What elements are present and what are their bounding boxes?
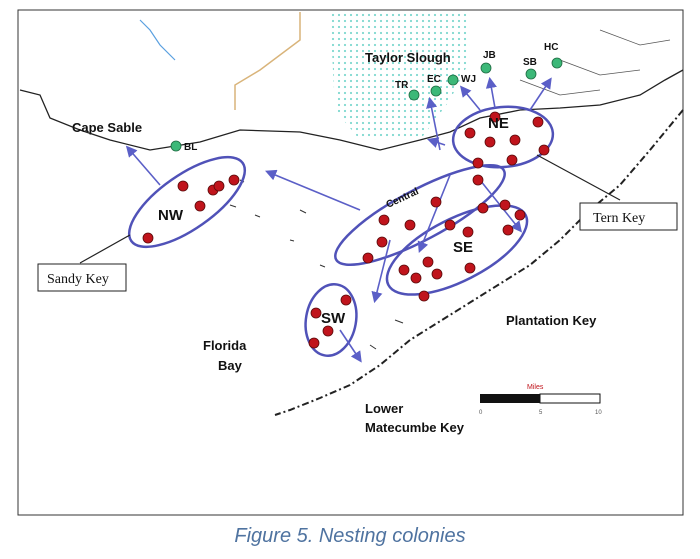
colony xyxy=(430,196,442,208)
colony xyxy=(362,252,374,264)
caption: Figure 5. Nesting colonies xyxy=(234,525,465,547)
shape xyxy=(371,239,391,304)
colony xyxy=(410,272,422,284)
shape xyxy=(459,85,481,111)
scale-tick: 0 xyxy=(479,410,483,416)
station-label: SB xyxy=(523,57,537,68)
colony xyxy=(308,337,320,349)
shape xyxy=(79,234,131,264)
colony xyxy=(506,154,518,166)
station xyxy=(551,57,563,69)
map: Taylor Slough Cape Sable Florida Bay Pla… xyxy=(17,9,684,516)
shape xyxy=(485,76,497,109)
region-ellipse xyxy=(451,105,555,169)
station-label: EC xyxy=(427,74,441,85)
colony xyxy=(404,219,416,231)
region-ellipse xyxy=(334,163,506,267)
colonies xyxy=(142,111,550,349)
colony xyxy=(464,262,476,274)
colony xyxy=(499,199,511,211)
station-label: HC xyxy=(544,42,558,53)
place-label: Taylor Slough xyxy=(365,50,451,65)
shape xyxy=(529,77,552,111)
colony xyxy=(532,116,544,128)
colony xyxy=(477,202,489,214)
shape xyxy=(536,154,621,201)
scale-bar: Miles 0 5 10 xyxy=(479,384,602,416)
station xyxy=(447,74,459,86)
mainland-shore xyxy=(519,29,671,96)
scale-tick: 10 xyxy=(595,410,602,416)
colony xyxy=(431,268,443,280)
colony xyxy=(484,136,496,148)
colony xyxy=(489,111,501,123)
shape xyxy=(417,174,451,253)
colony xyxy=(502,224,514,236)
colony xyxy=(376,236,388,248)
river xyxy=(139,19,176,61)
station xyxy=(430,85,442,97)
colony xyxy=(213,180,225,192)
place-label: Matecumbe Key xyxy=(365,420,465,435)
station-label: BL xyxy=(184,142,197,153)
shape xyxy=(265,169,361,211)
region-label: SW xyxy=(321,310,346,327)
colony xyxy=(177,180,189,192)
stations xyxy=(170,57,563,152)
station xyxy=(525,68,537,80)
station-label: JB xyxy=(483,50,496,61)
colony xyxy=(472,174,484,186)
region-label: NW xyxy=(158,207,184,224)
keys-chain xyxy=(274,109,684,416)
colony xyxy=(398,264,410,276)
box-label: Tern Key xyxy=(593,211,645,226)
scale-title: Miles xyxy=(527,384,544,391)
station-label: TR xyxy=(395,80,409,91)
label-box xyxy=(37,263,127,292)
colony xyxy=(464,127,476,139)
colony xyxy=(340,294,352,306)
shape xyxy=(539,393,601,404)
shape xyxy=(426,137,446,148)
place-label: Lower xyxy=(365,401,403,416)
colony xyxy=(462,226,474,238)
place-label: Cape Sable xyxy=(72,120,142,135)
region-label: NE xyxy=(488,115,509,132)
road xyxy=(234,12,301,110)
region-ellipse xyxy=(127,155,247,249)
station xyxy=(480,62,492,74)
colony xyxy=(472,157,484,169)
colony xyxy=(142,232,154,244)
place-label: Florida xyxy=(203,338,247,353)
label-box xyxy=(579,202,678,231)
colony xyxy=(228,174,240,186)
coastline xyxy=(19,69,684,151)
region-ellipse xyxy=(385,204,529,296)
region-ellipse xyxy=(304,283,358,357)
station xyxy=(408,89,420,101)
station xyxy=(170,140,182,152)
box-label: Sandy Key xyxy=(47,272,109,287)
station-label: WJ xyxy=(461,74,476,85)
place-label: Bay xyxy=(218,358,243,373)
colony xyxy=(378,214,390,226)
shape xyxy=(125,145,161,186)
colony xyxy=(514,209,526,221)
colony xyxy=(418,290,430,302)
colony xyxy=(322,325,334,337)
colony xyxy=(194,200,206,212)
colony xyxy=(422,256,434,268)
colony xyxy=(538,144,550,156)
shape xyxy=(339,329,362,363)
colony xyxy=(509,134,521,146)
shape xyxy=(480,394,540,403)
scale-tick: 5 xyxy=(539,410,543,416)
colony xyxy=(444,219,456,231)
region-label: SE xyxy=(453,239,473,256)
place-label: Plantation Key xyxy=(506,313,597,328)
colony xyxy=(310,307,322,319)
